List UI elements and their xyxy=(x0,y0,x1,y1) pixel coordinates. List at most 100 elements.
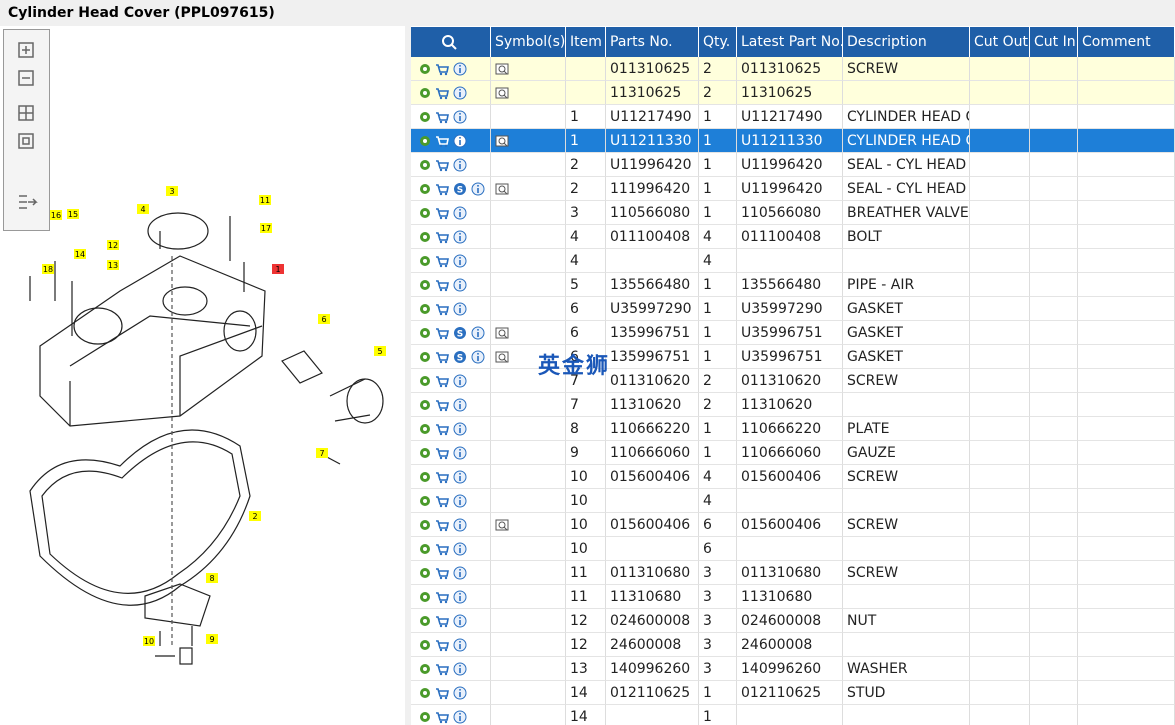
callout-box[interactable] xyxy=(74,249,86,259)
table-row[interactable]: 1 U11211330 1 U11211330 CYLINDER HEAD C xyxy=(411,129,1175,153)
column-header[interactable]: Description xyxy=(843,27,970,57)
info-icon[interactable] xyxy=(453,662,467,676)
table-row[interactable]: 12 024600008 3 024600008 NUT xyxy=(411,609,1175,633)
book-icon[interactable] xyxy=(495,134,509,148)
book-icon[interactable] xyxy=(495,62,509,76)
table-row[interactable]: 5 135566480 1 135566480 PIPE - AIR xyxy=(411,273,1175,297)
callout-label[interactable]: 11 xyxy=(260,196,270,205)
callout-label[interactable]: 10 xyxy=(144,637,154,646)
table-row[interactable]: 10 015600406 4 015600406 SCREW xyxy=(411,465,1175,489)
table-row[interactable]: 13 140996260 3 140996260 WASHER xyxy=(411,657,1175,681)
info-icon[interactable] xyxy=(453,710,467,724)
table-row[interactable]: 3 110566080 1 110566080 BREATHER VALVE xyxy=(411,201,1175,225)
info-icon[interactable] xyxy=(453,230,467,244)
table-row[interactable]: 4 011100408 4 011100408 BOLT xyxy=(411,225,1175,249)
cart-icon[interactable] xyxy=(435,494,449,508)
cart-icon[interactable] xyxy=(435,86,449,100)
gear-icon[interactable] xyxy=(418,302,432,316)
callout-box[interactable] xyxy=(107,260,119,270)
column-header[interactable]: Comment xyxy=(1078,27,1175,57)
info-icon[interactable] xyxy=(453,302,467,316)
info-icon[interactable] xyxy=(453,638,467,652)
gear-icon[interactable] xyxy=(418,62,432,76)
cart-icon[interactable] xyxy=(435,470,449,484)
cart-icon[interactable] xyxy=(435,542,449,556)
cart-icon[interactable] xyxy=(435,422,449,436)
table-row[interactable]: 6 U35997290 1 U35997290 GASKET xyxy=(411,297,1175,321)
gear-icon[interactable] xyxy=(418,326,432,340)
callout-box[interactable] xyxy=(137,204,149,214)
cart-icon[interactable] xyxy=(435,302,449,316)
gear-icon[interactable] xyxy=(418,518,432,532)
callout-box[interactable] xyxy=(166,186,178,196)
toolbar-icons[interactable] xyxy=(4,30,49,230)
cart-icon[interactable] xyxy=(435,62,449,76)
callout-label[interactable]: 13 xyxy=(108,261,118,270)
callout-box[interactable] xyxy=(260,223,272,233)
info-icon[interactable] xyxy=(453,446,467,460)
gear-icon[interactable] xyxy=(418,686,432,700)
cart-icon[interactable] xyxy=(435,278,449,292)
callout-box[interactable] xyxy=(249,511,261,521)
cart-icon[interactable] xyxy=(435,398,449,412)
cart-icon[interactable] xyxy=(435,350,449,364)
callout-label[interactable]: 16 xyxy=(51,211,61,220)
table-row[interactable]: 8 110666220 1 110666220 PLATE xyxy=(411,417,1175,441)
cart-icon[interactable] xyxy=(435,710,449,724)
cart-icon[interactable] xyxy=(435,686,449,700)
table-row[interactable]: 7 011310620 2 011310620 SCREW xyxy=(411,369,1175,393)
callout-label[interactable]: 9 xyxy=(209,635,214,644)
gear-icon[interactable] xyxy=(418,662,432,676)
column-header[interactable]: Symbol(s) xyxy=(491,27,566,57)
info-icon[interactable] xyxy=(453,518,467,532)
info-icon[interactable] xyxy=(471,326,485,340)
gear-icon[interactable] xyxy=(418,158,432,172)
gear-icon[interactable] xyxy=(418,470,432,484)
column-header[interactable]: Cut Out xyxy=(970,27,1030,57)
gear-icon[interactable] xyxy=(418,446,432,460)
callout-box[interactable] xyxy=(42,264,54,274)
cart-icon[interactable] xyxy=(435,446,449,460)
table-row[interactable]: 11310625 2 11310625 xyxy=(411,81,1175,105)
cart-icon[interactable] xyxy=(435,638,449,652)
info-icon[interactable] xyxy=(453,62,467,76)
info-icon[interactable] xyxy=(453,110,467,124)
table-row[interactable]: S 2 111996420 1 U11996420 SEAL - CYL HEAD ( xyxy=(411,177,1175,201)
cart-icon[interactable] xyxy=(435,590,449,604)
callout-box[interactable] xyxy=(272,264,284,274)
cart-icon[interactable] xyxy=(435,374,449,388)
cart-icon[interactable] xyxy=(435,566,449,580)
splitter[interactable] xyxy=(405,26,411,725)
cart-icon[interactable] xyxy=(435,518,449,532)
header-icon-cell[interactable] xyxy=(411,27,491,57)
table-row[interactable]: 1 U11217490 1 U11217490 CYLINDER HEAD C xyxy=(411,105,1175,129)
callout-box[interactable] xyxy=(50,210,62,220)
gear-icon[interactable] xyxy=(418,230,432,244)
table-row[interactable]: 10 4 xyxy=(411,489,1175,513)
info-icon[interactable] xyxy=(453,374,467,388)
book-icon[interactable] xyxy=(495,326,509,340)
gear-icon[interactable] xyxy=(418,254,432,268)
info-icon[interactable] xyxy=(453,158,467,172)
cart-icon[interactable] xyxy=(435,110,449,124)
table-row[interactable]: 10 6 xyxy=(411,537,1175,561)
callout-label[interactable]: 18 xyxy=(43,265,53,274)
gear-icon[interactable] xyxy=(418,398,432,412)
table-row[interactable]: 14 1 xyxy=(411,705,1175,725)
book-icon[interactable] xyxy=(495,86,509,100)
callout-label[interactable]: 8 xyxy=(209,574,214,583)
gear-icon[interactable] xyxy=(418,422,432,436)
table-row[interactable]: 11 011310680 3 011310680 SCREW xyxy=(411,561,1175,585)
callout-label[interactable]: 4 xyxy=(140,205,145,214)
callout-label[interactable]: 6 xyxy=(321,315,326,324)
cart-icon[interactable] xyxy=(435,662,449,676)
gear-icon[interactable] xyxy=(418,614,432,628)
cart-icon[interactable] xyxy=(435,182,449,196)
info-icon[interactable] xyxy=(453,614,467,628)
book-icon[interactable] xyxy=(495,182,509,196)
column-header[interactable]: Latest Part No. xyxy=(737,27,843,57)
callout-label[interactable]: 17 xyxy=(261,224,271,233)
table-row[interactable]: 9 110666060 1 110666060 GAUZE xyxy=(411,441,1175,465)
callout-label[interactable]: 5 xyxy=(377,347,382,356)
